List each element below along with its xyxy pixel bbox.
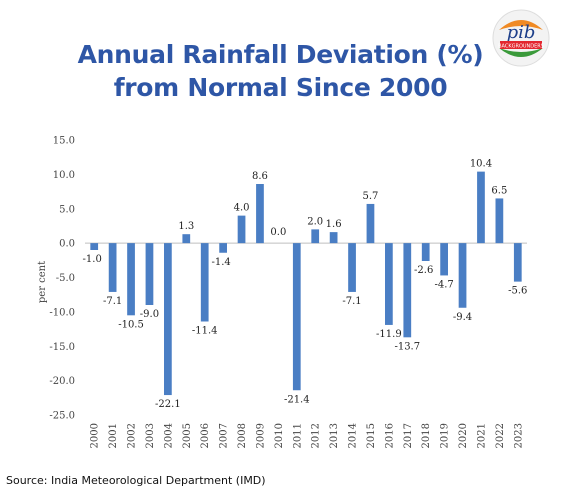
data-label: 2.0 [307, 216, 323, 227]
data-label: 10.4 [470, 159, 492, 170]
bar [458, 243, 467, 308]
y-tick-label: -5.0 [56, 273, 75, 284]
svg-text:pib: pib [507, 22, 536, 43]
bar [145, 243, 154, 305]
data-label: -11.9 [376, 329, 402, 340]
x-tick-label: 2005 [182, 423, 193, 448]
data-label: 8.6 [252, 171, 268, 182]
x-tick-label: 2003 [145, 423, 156, 448]
bar [108, 243, 117, 292]
bar [385, 243, 393, 325]
x-tick-label: 2000 [90, 423, 101, 448]
data-label: -7.1 [342, 296, 361, 307]
data-label: 6.5 [491, 185, 507, 196]
data-label: -9.4 [453, 312, 472, 323]
x-tick-label: 2017 [403, 423, 414, 448]
x-tick-label: 2014 [348, 423, 359, 448]
data-label: -22.1 [155, 399, 181, 410]
bar [311, 229, 320, 244]
x-tick-label: 2010 [274, 423, 285, 448]
bar [403, 243, 412, 338]
data-label: 5.7 [363, 191, 379, 202]
data-label: 1.3 [178, 221, 194, 232]
x-tick-label: 2018 [421, 423, 432, 448]
bar [219, 243, 227, 253]
data-label: -4.7 [434, 279, 453, 290]
data-label: 0.0 [270, 227, 286, 238]
data-label: -11.4 [192, 326, 218, 337]
x-tick-label: 2001 [108, 423, 119, 448]
data-label: -5.6 [508, 286, 527, 297]
x-tick-label: 2016 [384, 423, 395, 448]
bar [164, 243, 172, 396]
bar [127, 243, 135, 316]
bar [495, 198, 504, 244]
y-tick-label: 5.0 [59, 204, 75, 215]
logo-text: BACKGROUNDERS [498, 44, 544, 50]
x-tick-label: 2013 [329, 423, 340, 448]
data-label: -9.0 [140, 309, 159, 320]
chart-title: Annual Rainfall Deviation (%) from Norma… [0, 38, 561, 104]
x-tick-label: 2011 [292, 423, 303, 448]
bar [366, 203, 375, 244]
bar [237, 215, 246, 244]
bar [513, 243, 522, 282]
data-label: -21.4 [284, 394, 310, 405]
x-tick-label: 2023 [513, 423, 524, 448]
data-label: -7.1 [103, 296, 122, 307]
x-axis: 2000 2001 2002 2003 2004 2005 2006 2007 2008 2009… [90, 423, 525, 448]
bar [329, 232, 338, 244]
bar [477, 171, 485, 244]
source-note: Source: India Meteorological Department … [6, 474, 266, 487]
data-label: -13.7 [394, 341, 420, 352]
y-axis-label: per cent [37, 261, 48, 303]
x-tick-label: 2007 [219, 423, 230, 448]
bar [348, 243, 356, 292]
bar [292, 243, 301, 391]
x-tick-label: 2002 [127, 423, 138, 448]
data-label: -10.5 [118, 319, 144, 330]
bar [421, 243, 430, 261]
bar [182, 234, 191, 244]
data-label: 1.6 [326, 219, 342, 230]
x-tick-label: 2006 [200, 423, 211, 448]
bar [200, 243, 209, 322]
bar [90, 243, 99, 250]
bar [440, 243, 448, 276]
y-tick-label: -10.0 [49, 307, 75, 318]
y-tick-label: 0.0 [59, 239, 75, 250]
title-line-2: from Normal Since 2000 [113, 73, 448, 102]
x-tick-label: 2019 [440, 423, 451, 448]
x-tick-label: 2012 [311, 423, 322, 448]
x-tick-label: 2022 [495, 423, 506, 448]
y-tick-label: 15.0 [53, 136, 75, 147]
data-label: -2.6 [414, 265, 433, 276]
y-tick-label: -20.0 [49, 376, 75, 387]
title-line-1: Annual Rainfall Deviation (%) [77, 40, 484, 69]
pib-logo-icon: pib BACKGROUNDERS [492, 9, 550, 67]
x-tick-label: 2004 [163, 423, 174, 448]
x-tick-label: 2021 [476, 423, 487, 448]
x-tick-label: 2015 [366, 423, 377, 448]
data-labels: -1.0 -7.1 -10.5-9.0 -22.1 1.3 -11.4 -1.4 4.0 8.6… [83, 159, 528, 410]
x-tick-label: 2009 [255, 423, 266, 448]
data-label: -1.0 [83, 254, 102, 265]
bar [256, 184, 264, 244]
data-label: -1.4 [211, 257, 230, 268]
y-axis: -25.0 -20.0 -15.0 -10.0 -5.0 0.0 5.0 10.0 15.0 [49, 136, 75, 422]
y-tick-label: -15.0 [49, 342, 75, 353]
y-tick-label: -25.0 [49, 411, 75, 422]
x-tick-label: 2020 [458, 423, 469, 448]
bars [90, 171, 522, 396]
y-tick-label: 10.0 [53, 170, 75, 181]
x-tick-label: 2008 [237, 423, 248, 448]
data-label: 4.0 [234, 203, 250, 214]
